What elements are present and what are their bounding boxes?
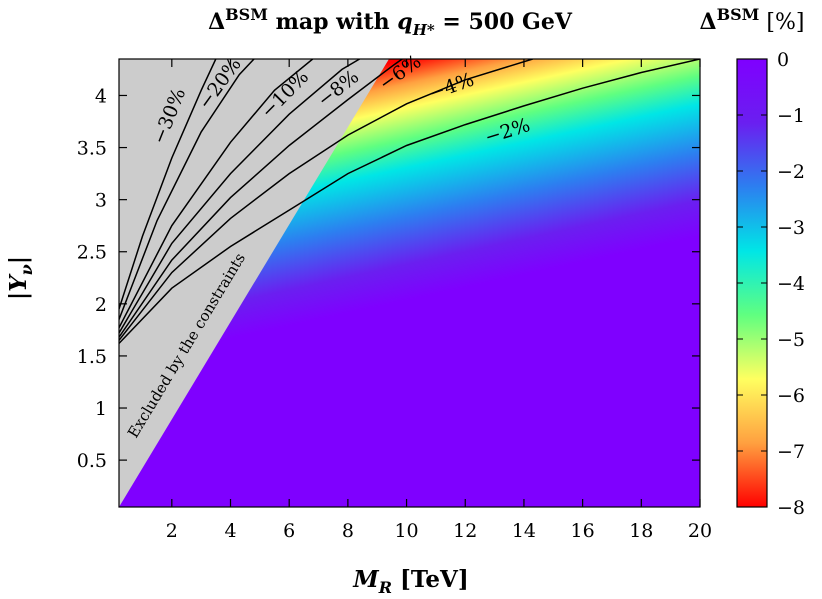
x-tick-label: 8 xyxy=(342,520,354,542)
x-tick-label: 12 xyxy=(453,520,477,542)
colorbar-label: ΔBSM [%] xyxy=(700,5,805,35)
contour-line xyxy=(119,59,403,338)
x-tick-label: 16 xyxy=(571,520,595,542)
title-superscript: BSM xyxy=(225,5,268,24)
contour-line xyxy=(119,59,255,320)
x-tick-label: 2 xyxy=(166,520,178,542)
excluded-region xyxy=(119,59,389,507)
y-tick-label: 2.5 xyxy=(77,242,107,264)
title-delta: Δ xyxy=(208,9,225,35)
title-value: = 500 GeV xyxy=(435,9,573,35)
colorbar-label-delta: Δ xyxy=(700,9,717,35)
y-tick-label: 0.5 xyxy=(77,450,107,472)
y-tick-label: 3 xyxy=(95,190,107,212)
colorbar-tick-label: −4 xyxy=(777,273,805,295)
y-label-variable: |Y xyxy=(5,273,32,300)
x-label-variable: M xyxy=(352,566,380,593)
title-text: map with xyxy=(268,9,397,35)
y-tick-label: 4 xyxy=(95,85,107,107)
x-tick-label: 10 xyxy=(394,520,418,542)
y-tick-label: 1.5 xyxy=(77,346,107,368)
title-variable-subscript: H* xyxy=(412,21,435,39)
y-label-subscript: ν xyxy=(17,264,36,275)
x-tick-label: 20 xyxy=(688,520,712,542)
plot-frame xyxy=(118,58,701,508)
colorbar-tick-label: 0 xyxy=(777,49,789,71)
plot-area xyxy=(119,59,700,507)
x-label-subscript: R xyxy=(378,578,392,597)
x-tick-label: 14 xyxy=(512,520,536,542)
colorbar-tick-label: −3 xyxy=(777,217,805,239)
title-variable: q xyxy=(397,9,412,35)
chart-title: ΔBSM map with qH* = 500 GeV xyxy=(208,5,573,39)
y-axis-label: |Yν| xyxy=(5,256,36,300)
x-axis-label: MR [TeV] xyxy=(352,566,469,597)
colorbar-ticks: 0 −1 −2 −3 −4 −5 −6 −7 −8 xyxy=(737,49,805,519)
contour-line xyxy=(119,59,533,341)
x-tick-label: 18 xyxy=(629,520,653,542)
colorbar-tick-label: −5 xyxy=(777,329,805,351)
colorbar-label-unit: [%] xyxy=(759,10,804,35)
colorbar-label-superscript: BSM xyxy=(717,5,760,24)
contour-line xyxy=(119,59,360,334)
y-tick-label: 3.5 xyxy=(77,138,107,160)
x-axis-ticks: 2 4 6 8 10 12 14 16 18 20 xyxy=(166,59,712,542)
contour-line xyxy=(119,59,217,310)
contour-line xyxy=(119,59,314,329)
y-tick-label: 2 xyxy=(95,294,107,316)
x-tick-label: 4 xyxy=(224,520,236,542)
colorbar-tick-label: −1 xyxy=(777,105,805,127)
colorbar-tick-label: −8 xyxy=(777,497,805,519)
colorbar-tick-label: −7 xyxy=(777,441,805,463)
contour-lines xyxy=(119,59,700,344)
contour-line xyxy=(119,59,700,344)
x-label-unit: [TeV] xyxy=(392,566,469,593)
y-tick-label: 1 xyxy=(95,398,107,420)
colorbar-tick-label: −6 xyxy=(777,385,805,407)
y-label-close: | xyxy=(5,256,32,264)
colorbar-tick-label: −2 xyxy=(777,161,805,183)
x-tick-label: 6 xyxy=(283,520,295,542)
y-axis-ticks: 0.5 1 1.5 2 2.5 3 3.5 4 xyxy=(77,85,700,472)
